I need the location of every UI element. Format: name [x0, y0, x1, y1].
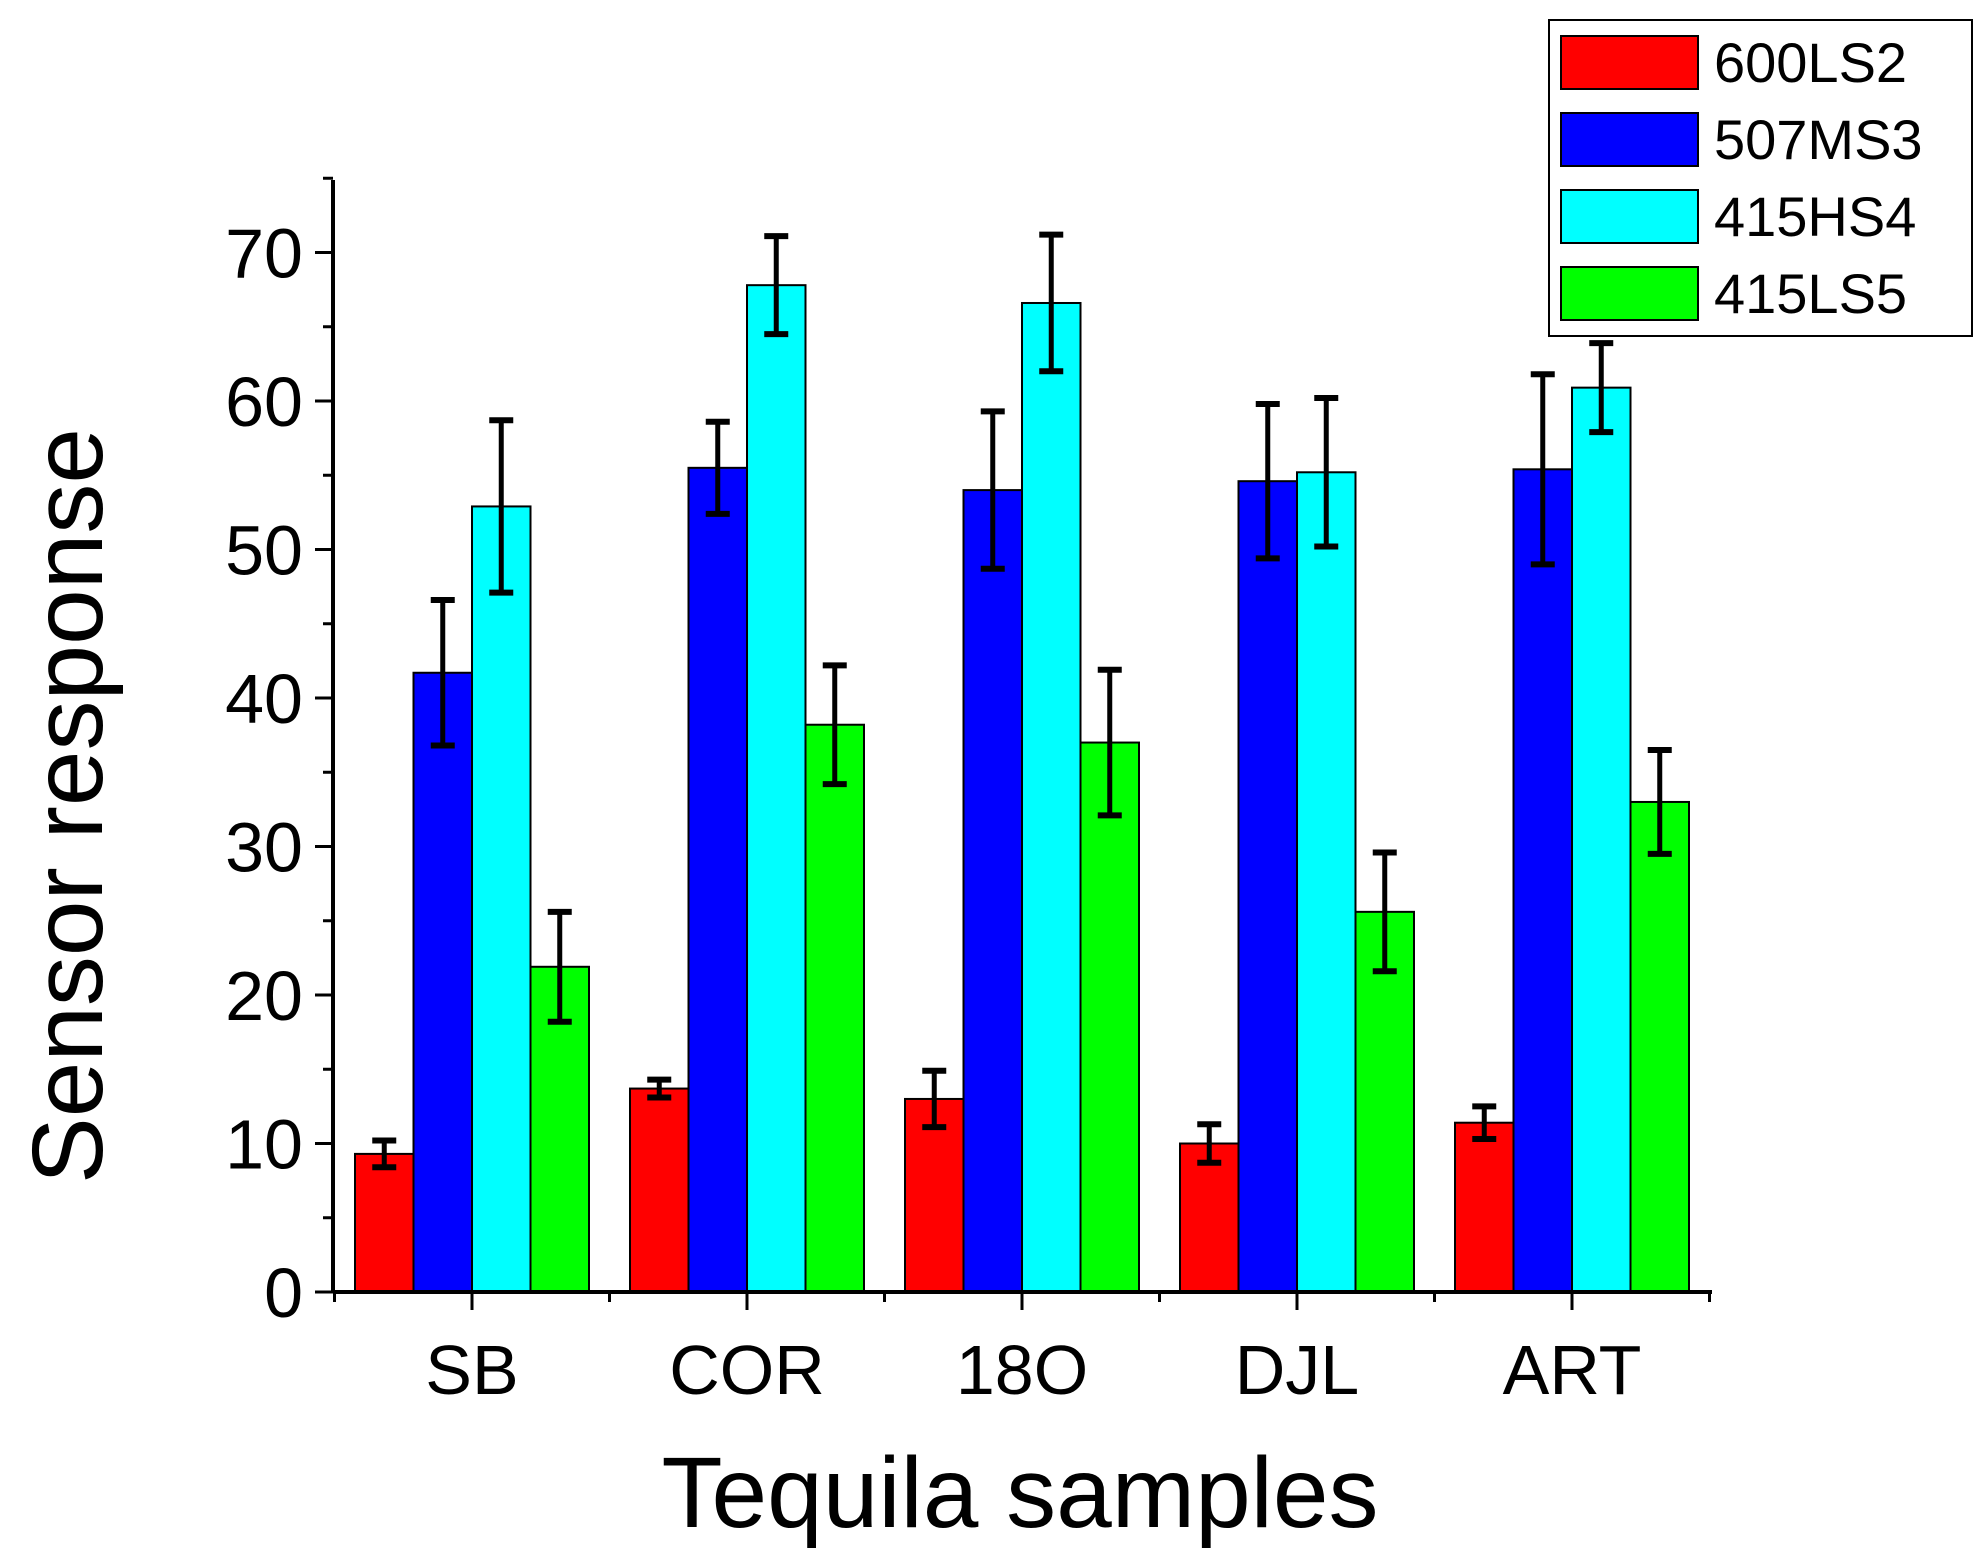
- legend: 600LS2 507MS3 415HS4 415LS5: [1548, 19, 1973, 337]
- bar-415HS4-SB: [471, 505, 532, 1293]
- legend-label-415HS4: 415HS4: [1714, 185, 1916, 248]
- bar-507MS3-SB: [412, 671, 473, 1293]
- bar-600LS2-SB: [354, 1152, 415, 1294]
- y-tick-label: 0: [264, 1254, 303, 1332]
- bar-600LS2-ART: [1454, 1121, 1515, 1293]
- bar-415LS5-18O: [1079, 741, 1140, 1293]
- legend-swatch-600LS2: [1560, 35, 1699, 90]
- y-tick-label: 60: [225, 363, 303, 441]
- bar-415LS5-DJL: [1354, 910, 1415, 1294]
- legend-swatch-507MS3: [1560, 112, 1699, 167]
- x-tick-label: 18O: [956, 1331, 1088, 1409]
- legend-label-600LS2: 600LS2: [1714, 31, 1907, 94]
- legend-label-507MS3: 507MS3: [1714, 108, 1923, 171]
- x-axis-title: Tequila samples: [661, 1437, 1378, 1549]
- y-tick-label: 50: [225, 512, 303, 590]
- bars-layer: [354, 284, 1690, 1294]
- bar-415HS4-18O: [1021, 301, 1082, 1293]
- bar-507MS3-ART: [1512, 468, 1573, 1293]
- bar-415HS4-DJL: [1296, 471, 1357, 1293]
- bar-600LS2-COR: [629, 1087, 690, 1294]
- x-ticks: SB COR 18O DJL ART: [333, 1292, 1711, 1409]
- bar-415LS5-ART: [1629, 800, 1690, 1293]
- legend-swatch-415LS5: [1560, 266, 1699, 321]
- y-axis-title: Sensor response: [12, 428, 124, 1184]
- x-tick-label: COR: [669, 1331, 825, 1409]
- bar-507MS3-18O: [962, 489, 1023, 1294]
- y-tick-label: 70: [225, 215, 303, 293]
- x-tick-label: DJL: [1235, 1331, 1359, 1409]
- y-tick-label: 10: [225, 1106, 303, 1184]
- bar-415HS4-COR: [746, 284, 807, 1294]
- legend-label-415LS5: 415LS5: [1714, 262, 1907, 325]
- y-tick-label: 30: [225, 809, 303, 887]
- legend-swatch-415HS4: [1560, 189, 1699, 244]
- bar-415HS4-ART: [1571, 386, 1632, 1293]
- x-tick-label: SB: [425, 1331, 518, 1409]
- y-tick-label: 20: [225, 957, 303, 1035]
- bar-415LS5-COR: [804, 723, 865, 1293]
- y-ticks: 0 10 20 30 40 50 60 70: [225, 176, 333, 1332]
- bar-507MS3-COR: [687, 466, 748, 1293]
- y-tick-label: 40: [225, 660, 303, 738]
- x-tick-label: ART: [1503, 1331, 1642, 1409]
- error-bars-layer: [372, 231, 1672, 1171]
- bar-507MS3-DJL: [1237, 480, 1298, 1293]
